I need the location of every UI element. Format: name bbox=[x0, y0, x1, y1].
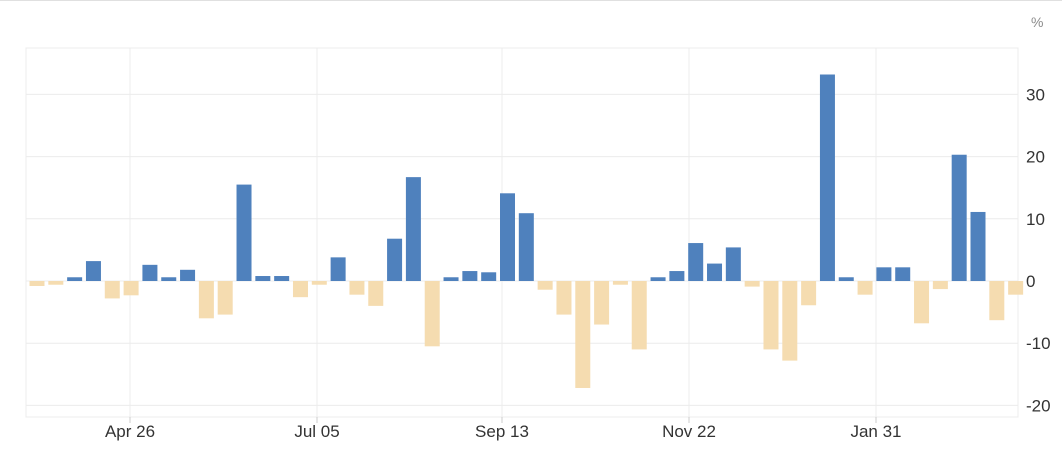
top-divider bbox=[0, 0, 1062, 1]
bar bbox=[311, 281, 327, 285]
bar bbox=[932, 281, 948, 290]
y-tick-label: 20 bbox=[1026, 148, 1045, 167]
bar bbox=[819, 74, 835, 281]
y-tick-label: -10 bbox=[1026, 334, 1051, 353]
y-tick-label: 0 bbox=[1026, 272, 1035, 291]
bar bbox=[895, 267, 911, 281]
bar bbox=[161, 277, 177, 281]
x-tick-label: Nov 22 bbox=[662, 422, 716, 441]
bar bbox=[876, 267, 892, 281]
bar bbox=[631, 281, 647, 350]
bar bbox=[575, 281, 591, 388]
bar bbox=[556, 281, 572, 315]
bars bbox=[29, 74, 1024, 388]
bar bbox=[236, 184, 252, 281]
bar bbox=[951, 154, 967, 281]
bar bbox=[104, 281, 120, 299]
bar bbox=[29, 281, 45, 286]
bar bbox=[725, 247, 741, 281]
y-tick-label: 30 bbox=[1026, 85, 1045, 104]
bar bbox=[500, 193, 515, 281]
bar bbox=[838, 277, 854, 281]
y-tick-label: -20 bbox=[1026, 396, 1051, 415]
bar bbox=[612, 281, 628, 285]
bar bbox=[782, 281, 798, 361]
bar bbox=[255, 276, 271, 281]
bar bbox=[330, 257, 346, 281]
bar bbox=[518, 213, 534, 281]
x-tick-label: Sep 13 bbox=[475, 422, 529, 441]
bar bbox=[989, 281, 1005, 321]
bar bbox=[405, 177, 421, 281]
bar bbox=[763, 281, 779, 350]
bar bbox=[349, 281, 365, 295]
x-tick-label: Jan 31 bbox=[850, 422, 901, 441]
bar bbox=[142, 264, 158, 281]
bar bbox=[292, 281, 308, 298]
bar bbox=[462, 271, 478, 281]
bar bbox=[198, 281, 214, 319]
plot-border bbox=[25, 47, 1019, 418]
bar bbox=[857, 281, 873, 295]
bar bbox=[387, 238, 403, 281]
bar bbox=[914, 281, 930, 324]
unit-label: % bbox=[1031, 14, 1044, 30]
bar bbox=[67, 277, 83, 281]
bar bbox=[85, 261, 101, 281]
bar bbox=[368, 281, 384, 306]
x-tick-label: Apr 26 bbox=[105, 422, 155, 441]
gridlines bbox=[25, 47, 1019, 418]
bar bbox=[1008, 281, 1024, 295]
bar bbox=[594, 281, 610, 325]
bar bbox=[481, 272, 497, 281]
bar bbox=[48, 281, 64, 285]
bar bbox=[123, 281, 139, 296]
bar bbox=[669, 271, 685, 281]
bar bbox=[443, 277, 459, 281]
bar bbox=[537, 281, 553, 290]
bar bbox=[707, 263, 723, 281]
bar bbox=[744, 281, 760, 287]
y-tick-label: 10 bbox=[1026, 210, 1045, 229]
bar bbox=[688, 243, 704, 281]
x-axis: Apr 26 Jul 05 Sep 13 Nov 22 Jan 31 bbox=[105, 417, 902, 441]
bar bbox=[650, 277, 666, 281]
bar bbox=[180, 269, 196, 281]
bar bbox=[424, 281, 440, 347]
y-axis: 30 20 10 0 -10 -20 bbox=[1026, 85, 1051, 415]
bar bbox=[970, 211, 986, 281]
bar bbox=[217, 281, 233, 315]
x-tick-label: Jul 05 bbox=[294, 422, 339, 441]
bar bbox=[274, 276, 290, 281]
bar bbox=[801, 281, 817, 306]
